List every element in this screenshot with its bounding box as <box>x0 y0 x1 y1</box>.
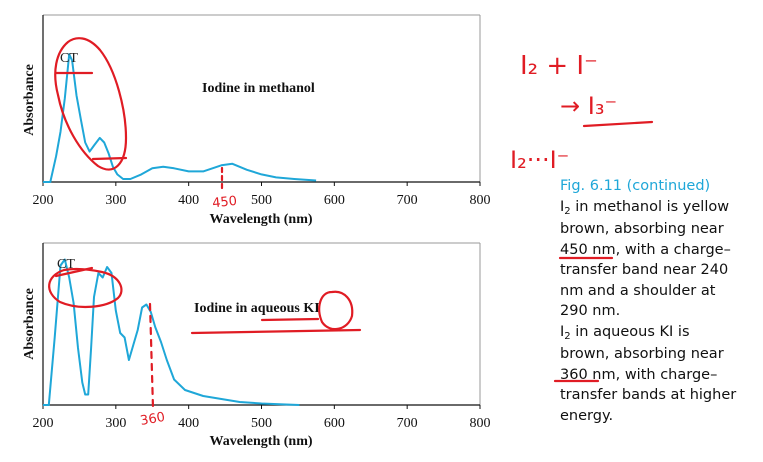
underline-ct-ki <box>54 266 94 278</box>
handwritten-reaction-top: I₂ + I⁻ <box>520 51 598 81</box>
x-axis-label: Wavelength (nm) <box>209 212 312 227</box>
iodine-symbol: I <box>560 198 565 215</box>
iodine-symbol: I <box>560 323 565 340</box>
caption-line: energy. <box>560 407 614 424</box>
handwritten-reaction-mid: → I₃⁻ <box>560 92 617 120</box>
ellipse-ct-ki <box>48 267 123 308</box>
caption-line: 450 nm, with a charge– <box>560 241 731 258</box>
y-axis-label: Absorbance <box>22 288 37 360</box>
handwritten-complex: I₂···I⁻ <box>510 146 569 174</box>
x-axis-label: Wavelength (nm) <box>209 434 312 449</box>
caption-line: I2 in methanol is yellow <box>560 197 760 220</box>
red-annotations: 450 360 I₂ + I⁻ → I₃⁻ I₂···I⁻ <box>48 37 654 429</box>
x-tick-label: 300 <box>105 416 126 431</box>
caption-line: 290 nm. <box>560 303 621 319</box>
series-line <box>43 53 317 183</box>
caption-line: brown, absorbing near <box>560 346 724 362</box>
dashed-360 <box>148 302 155 410</box>
figure-caption: Fig. 6.11 (continued) I2 in methanol is … <box>560 176 760 426</box>
x-tick-label: 700 <box>397 416 418 431</box>
x-tick-label: 800 <box>470 416 491 431</box>
underline-aqueous <box>260 317 320 322</box>
x-tick-label: 300 <box>105 193 126 208</box>
y-axis-label: Absorbance <box>22 64 37 136</box>
underline-title-ki <box>190 328 362 335</box>
underline-i3 <box>582 120 654 128</box>
ellipse-ct-band <box>54 37 128 171</box>
shoulder-mark <box>91 156 128 161</box>
chart-title: Iodine in aqueous KI <box>194 301 320 316</box>
caption-line: I2 in aqueous KI is <box>560 322 760 345</box>
x-tick-label: 500 <box>251 193 272 208</box>
caption-text: in aqueous KI is <box>575 323 690 340</box>
caption-line: transfer bands at higher <box>560 387 737 403</box>
circle-ki <box>318 290 354 331</box>
x-tick-label: 400 <box>178 193 199 208</box>
series-line <box>43 258 300 406</box>
ct-label: CT <box>60 51 78 66</box>
caption-text: in methanol is yellow <box>575 198 730 215</box>
chart-aqueous-ki: 200 300 400 500 600 700 800 CT Iodine in aqueo… <box>22 242 491 449</box>
absorbance-curve <box>43 53 317 183</box>
iodine-subscript: 2 <box>564 330 571 342</box>
iodine-subscript: 2 <box>564 205 571 217</box>
caption-line: 360 nm, with charge– <box>560 366 718 383</box>
x-tick-label: 200 <box>33 193 54 208</box>
x-ticks: 200 300 400 500 600 700 800 <box>33 182 491 208</box>
x-tick-label: 600 <box>324 416 345 431</box>
caption-line: nm and a shoulder at <box>560 282 716 299</box>
x-tick-label: 700 <box>397 193 418 208</box>
caption-title: Fig. 6.11 (continued) <box>560 178 711 194</box>
absorbance-curve <box>43 258 300 406</box>
caption-line: brown, absorbing near <box>560 221 724 237</box>
caption-line: transfer band near 240 <box>560 262 729 278</box>
x-ticks: 200 300 400 500 600 700 800 <box>33 405 491 431</box>
chart-title: Iodine in methanol <box>202 81 315 96</box>
x-tick-label: 400 <box>178 416 199 431</box>
x-tick-label: 200 <box>33 416 54 431</box>
handwritten-360: 360 <box>139 410 166 429</box>
x-tick-label: 500 <box>251 416 272 431</box>
chart-methanol: 200 300 400 500 600 700 800 CT Iodine in metha… <box>22 14 491 227</box>
x-tick-label: 800 <box>470 193 491 208</box>
handwritten-450: 450 <box>212 194 238 212</box>
x-tick-label: 600 <box>324 193 345 208</box>
